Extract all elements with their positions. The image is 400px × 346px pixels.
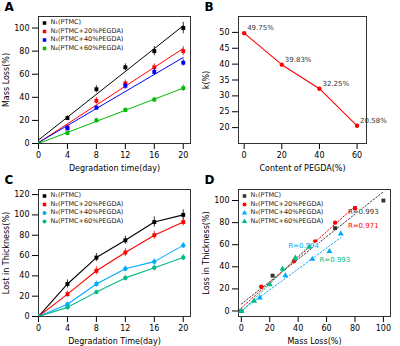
svg-text:20.58%: 20.58% <box>360 117 387 125</box>
svg-text:Mass Loss(%): Mass Loss(%) <box>287 337 341 346</box>
svg-text:120: 120 <box>14 190 29 199</box>
svg-text:80: 80 <box>219 218 229 227</box>
svg-text:R=0.993: R=0.993 <box>347 207 379 216</box>
svg-text:0: 0 <box>239 324 244 333</box>
svg-text:Degradation time(day): Degradation time(day) <box>69 164 160 173</box>
svg-text:20: 20 <box>178 324 188 333</box>
svg-text:60: 60 <box>321 324 331 333</box>
svg-text:12: 12 <box>120 151 130 160</box>
svg-text:35: 35 <box>219 76 229 85</box>
svg-text:R=0.971: R=0.971 <box>348 222 379 230</box>
svg-text:4: 4 <box>65 151 70 160</box>
svg-text:60: 60 <box>19 251 29 260</box>
svg-text:0: 0 <box>36 324 41 333</box>
svg-text:A: A <box>5 0 15 14</box>
svg-text:20: 20 <box>19 292 29 301</box>
svg-text:C: C <box>5 173 14 187</box>
svg-text:20: 20 <box>178 151 188 160</box>
svg-text:N₄(PTMC+60%PEGDA): N₄(PTMC+60%PEGDA) <box>51 217 124 225</box>
svg-text:Lost in Thickness(%): Lost in Thickness(%) <box>2 212 11 294</box>
svg-text:45: 45 <box>219 44 229 53</box>
svg-text:16: 16 <box>149 151 159 160</box>
svg-text:D: D <box>205 173 215 187</box>
svg-text:100: 100 <box>376 324 391 333</box>
svg-text:80: 80 <box>19 47 29 56</box>
svg-text:8: 8 <box>94 324 99 333</box>
svg-text:20: 20 <box>277 151 287 160</box>
svg-text:N₂(PTMC+20%PEGDA): N₂(PTMC+20%PEGDA) <box>251 200 324 208</box>
svg-text:N₂(PTMC+20%PEGDA): N₂(PTMC+20%PEGDA) <box>51 200 124 208</box>
svg-text:B: B <box>205 0 214 14</box>
svg-text:60: 60 <box>352 151 362 160</box>
svg-text:0: 0 <box>242 151 247 160</box>
svg-text:32.25%: 32.25% <box>322 80 349 88</box>
svg-text:80: 80 <box>350 324 360 333</box>
svg-text:R=0.994: R=0.994 <box>288 242 319 250</box>
svg-text:40: 40 <box>19 93 29 102</box>
svg-text:20: 20 <box>219 284 229 293</box>
svg-text:100: 100 <box>14 210 29 219</box>
svg-text:25: 25 <box>219 107 229 116</box>
svg-text:Loss in Thickness(%): Loss in Thickness(%) <box>202 211 211 294</box>
svg-text:N₄(PTMC+60%PEGDA): N₄(PTMC+60%PEGDA) <box>51 44 124 52</box>
svg-text:50: 50 <box>219 28 229 37</box>
svg-text:N₁(PTMC): N₁(PTMC) <box>251 191 282 199</box>
svg-text:Mass Loss(%): Mass Loss(%) <box>2 53 11 107</box>
svg-text:20: 20 <box>19 116 29 125</box>
svg-text:4: 4 <box>65 324 70 333</box>
svg-text:N₁(PTMC): N₁(PTMC) <box>51 191 82 199</box>
svg-text:Content of PEGDA(%): Content of PEGDA(%) <box>259 164 345 173</box>
svg-text:N₃(PTMC+40%PEGDA): N₃(PTMC+40%PEGDA) <box>251 208 324 216</box>
svg-text:40: 40 <box>219 262 229 271</box>
svg-text:100: 100 <box>214 196 229 205</box>
svg-text:8: 8 <box>94 151 99 160</box>
svg-text:60: 60 <box>219 240 229 249</box>
svg-text:0: 0 <box>224 307 229 316</box>
svg-text:Degradation Time(day): Degradation Time(day) <box>68 337 161 346</box>
svg-text:N₂(PTMC+20%PEGDA): N₂(PTMC+20%PEGDA) <box>51 27 124 35</box>
svg-text:R=0.993: R=0.993 <box>319 256 350 264</box>
svg-text:k(%): k(%) <box>202 71 211 89</box>
svg-text:12: 12 <box>120 324 130 333</box>
svg-text:49.75%: 49.75% <box>247 24 274 32</box>
svg-text:40: 40 <box>219 60 229 69</box>
svg-text:N₃(PTMC+40%PEGDA): N₃(PTMC+40%PEGDA) <box>51 208 124 216</box>
svg-text:60: 60 <box>19 70 29 79</box>
svg-text:40: 40 <box>293 324 303 333</box>
svg-text:16: 16 <box>149 324 159 333</box>
svg-text:N₁(PTMC): N₁(PTMC) <box>51 18 82 26</box>
svg-text:0: 0 <box>24 139 29 148</box>
svg-text:30: 30 <box>219 91 229 100</box>
svg-text:N₄(PTMC+60%PEGDA): N₄(PTMC+60%PEGDA) <box>251 217 324 225</box>
svg-text:40: 40 <box>19 271 29 280</box>
svg-text:0: 0 <box>36 151 41 160</box>
svg-text:100: 100 <box>14 24 29 33</box>
svg-text:80: 80 <box>19 231 29 240</box>
svg-text:20: 20 <box>265 324 275 333</box>
svg-text:20: 20 <box>219 123 229 132</box>
svg-text:N₃(PTMC+40%PEGDA): N₃(PTMC+40%PEGDA) <box>51 35 124 43</box>
svg-text:0: 0 <box>24 312 29 321</box>
svg-text:40: 40 <box>314 151 324 160</box>
svg-text:39.83%: 39.83% <box>285 56 312 64</box>
